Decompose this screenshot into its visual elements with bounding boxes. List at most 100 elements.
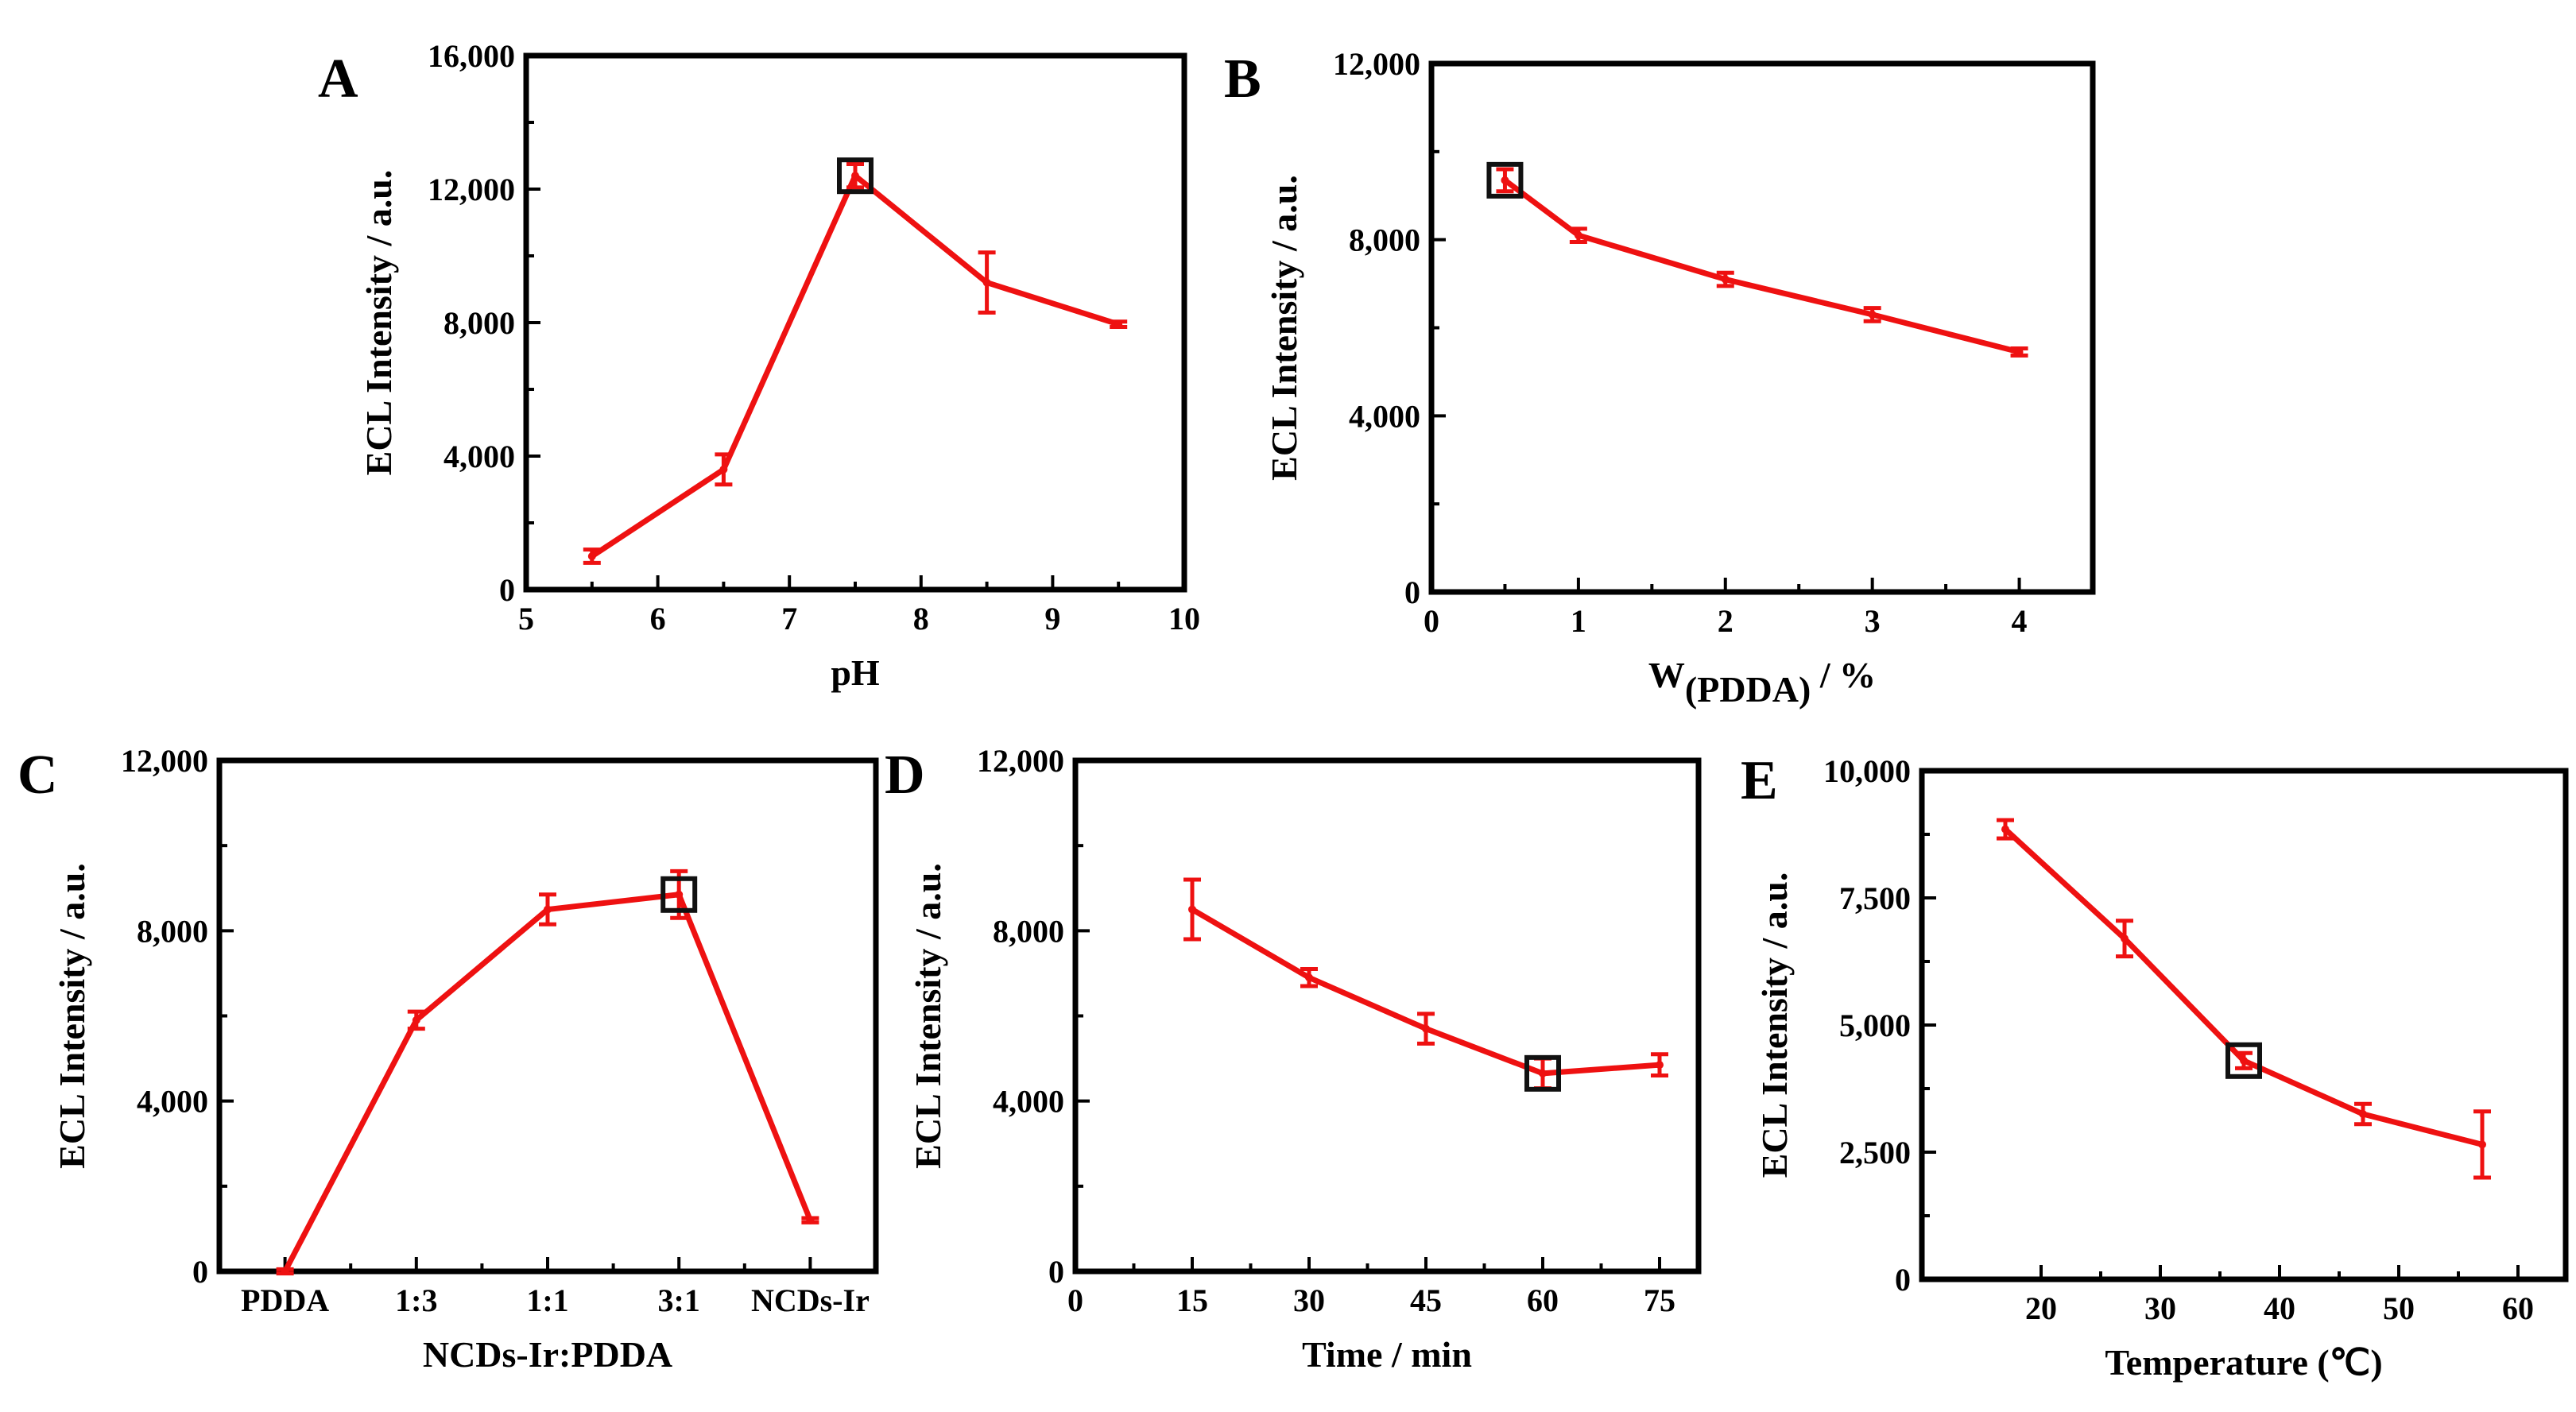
y-axis-label: ECL Intensity / a.u. — [1754, 872, 1795, 1178]
x-tick-label: 3 — [1865, 603, 1881, 639]
plot-frame — [1072, 757, 1702, 1275]
x-tick-label: 8 — [913, 601, 929, 636]
y-axis-label: ECL Intensity / a.u. — [1264, 175, 1304, 481]
series-line — [590, 172, 1120, 559]
data-point — [2015, 347, 2024, 356]
plot-frame — [1919, 768, 2569, 1282]
x-tick-label: NCDs-Ir — [751, 1282, 870, 1318]
x-tick-label: 1 — [1571, 603, 1586, 639]
optimum-highlight-box — [1486, 161, 1524, 199]
x-axis-label-sub: (PDDA) — [1685, 669, 1811, 710]
x-tick-label: 30 — [2144, 1290, 2176, 1326]
x-tick-label: 60 — [2502, 1290, 2534, 1326]
y-tick-label: 12,000 — [1333, 46, 1420, 82]
data-point — [2359, 1110, 2367, 1118]
x-tick-label: 50 — [2383, 1290, 2415, 1326]
data-point — [2240, 1056, 2248, 1065]
x-tick-label: 4 — [2012, 603, 2028, 639]
x-axis-label: Temperature (℃) — [2105, 1342, 2382, 1383]
data-point — [412, 1015, 420, 1024]
x-tick-label: 2 — [1718, 603, 1733, 639]
plot-frame — [523, 52, 1187, 593]
x-axis-label: NCDs-Ir:PDDA — [423, 1334, 672, 1375]
x-axis-label: Time / min — [1302, 1334, 1472, 1375]
x-tick-label: 5 — [518, 601, 534, 636]
panel-e: E 0 2,500 5,000 7,500 10,000 20 30 40 50 60 Tempera… — [1741, 750, 2569, 1383]
x-tick-label: 7 — [781, 601, 797, 636]
y-tick-label: 0 — [1048, 1254, 1064, 1290]
panel-letter: A — [318, 48, 358, 110]
plot-frame — [216, 757, 879, 1275]
y-axis-label: ECL Intensity / a.u. — [908, 863, 948, 1169]
data-point — [719, 465, 728, 474]
x-tick-label: 3:1 — [658, 1282, 700, 1318]
x-tick-label: 75 — [1644, 1282, 1675, 1318]
data-point — [544, 905, 552, 914]
y-tick-label: 8,000 — [993, 913, 1064, 949]
data-point — [2121, 934, 2129, 943]
data-point — [1539, 1069, 1547, 1077]
data-point — [281, 1267, 289, 1275]
data-point — [1868, 310, 1877, 319]
x-tick-label: 0 — [1424, 603, 1439, 639]
data-point — [1305, 973, 1313, 982]
y-tick-label: 10,000 — [1823, 753, 1911, 789]
y-tick-label: 4,000 — [993, 1084, 1064, 1120]
data-point — [1422, 1024, 1430, 1033]
y-tick-label: 5,000 — [1839, 1008, 1911, 1043]
data-point — [851, 172, 859, 180]
panel-b: B 0 4,000 8,000 12,000 0 1 2 3 4 W(PDDA) / % ECL In… — [1224, 46, 2096, 710]
x-axis-label: pH — [831, 652, 880, 693]
x-tick-label: 60 — [1527, 1282, 1559, 1318]
y-tick-label: 8,000 — [1349, 222, 1420, 258]
data-point — [1501, 176, 1509, 184]
data-point — [1721, 275, 1730, 284]
optimum-highlight-box — [837, 157, 874, 195]
x-tick-label: 20 — [2025, 1290, 2057, 1326]
y-tick-label: 12,000 — [428, 172, 515, 207]
data-point — [1656, 1061, 1664, 1070]
data-point — [587, 552, 596, 560]
data-point — [1574, 231, 1582, 240]
series-line — [2003, 827, 2483, 1147]
panel-letter: D — [885, 745, 925, 806]
plot-frame — [1428, 60, 2096, 595]
y-tick-label: 12,000 — [121, 743, 208, 779]
data-point — [1188, 905, 1196, 914]
data-point — [2001, 825, 2009, 834]
panel-a: A 0 4,000 8,000 12,000 16,000 5 6 7 8 9 10 pH ECL Int… — [318, 38, 1200, 693]
x-tick-label: 1:1 — [526, 1282, 568, 1318]
x-tick-label: 0 — [1067, 1282, 1083, 1318]
data-point — [982, 278, 991, 287]
x-tick-label: 40 — [2264, 1290, 2295, 1326]
y-tick-label: 8,000 — [444, 305, 515, 341]
y-tick-label: 7,500 — [1839, 880, 1911, 916]
x-axis-label-suffix: / % — [1811, 655, 1876, 695]
series-line — [1191, 907, 1660, 1077]
y-tick-label: 4,000 — [444, 439, 515, 474]
y-tick-label: 12,000 — [977, 743, 1064, 779]
y-tick-label: 0 — [499, 572, 515, 608]
x-tick-label: PDDA — [241, 1282, 329, 1318]
y-axis-label: ECL Intensity / a.u. — [358, 170, 399, 476]
optimum-highlight-box — [2225, 1042, 2262, 1079]
optimum-highlight-box — [660, 876, 698, 913]
panel-letter: E — [1741, 750, 1778, 811]
y-tick-label: 4,000 — [137, 1084, 208, 1120]
x-tick-label: 1:3 — [395, 1282, 437, 1318]
x-tick-label: 45 — [1410, 1282, 1442, 1318]
x-tick-label: 10 — [1168, 601, 1200, 636]
series-line — [1503, 178, 2020, 355]
panel-letter: C — [17, 745, 58, 806]
data-point — [1114, 320, 1123, 329]
x-tick-label: 30 — [1293, 1282, 1325, 1318]
data-point — [675, 890, 684, 899]
data-point — [806, 1216, 815, 1224]
y-tick-label: 0 — [192, 1254, 208, 1290]
optimum-highlight-box — [1524, 1054, 1561, 1092]
x-tick-label: 9 — [1044, 601, 1060, 636]
y-tick-label: 0 — [1404, 574, 1420, 610]
y-tick-label: 0 — [1895, 1262, 1911, 1298]
y-axis-label: ECL Intensity / a.u. — [52, 863, 92, 1169]
